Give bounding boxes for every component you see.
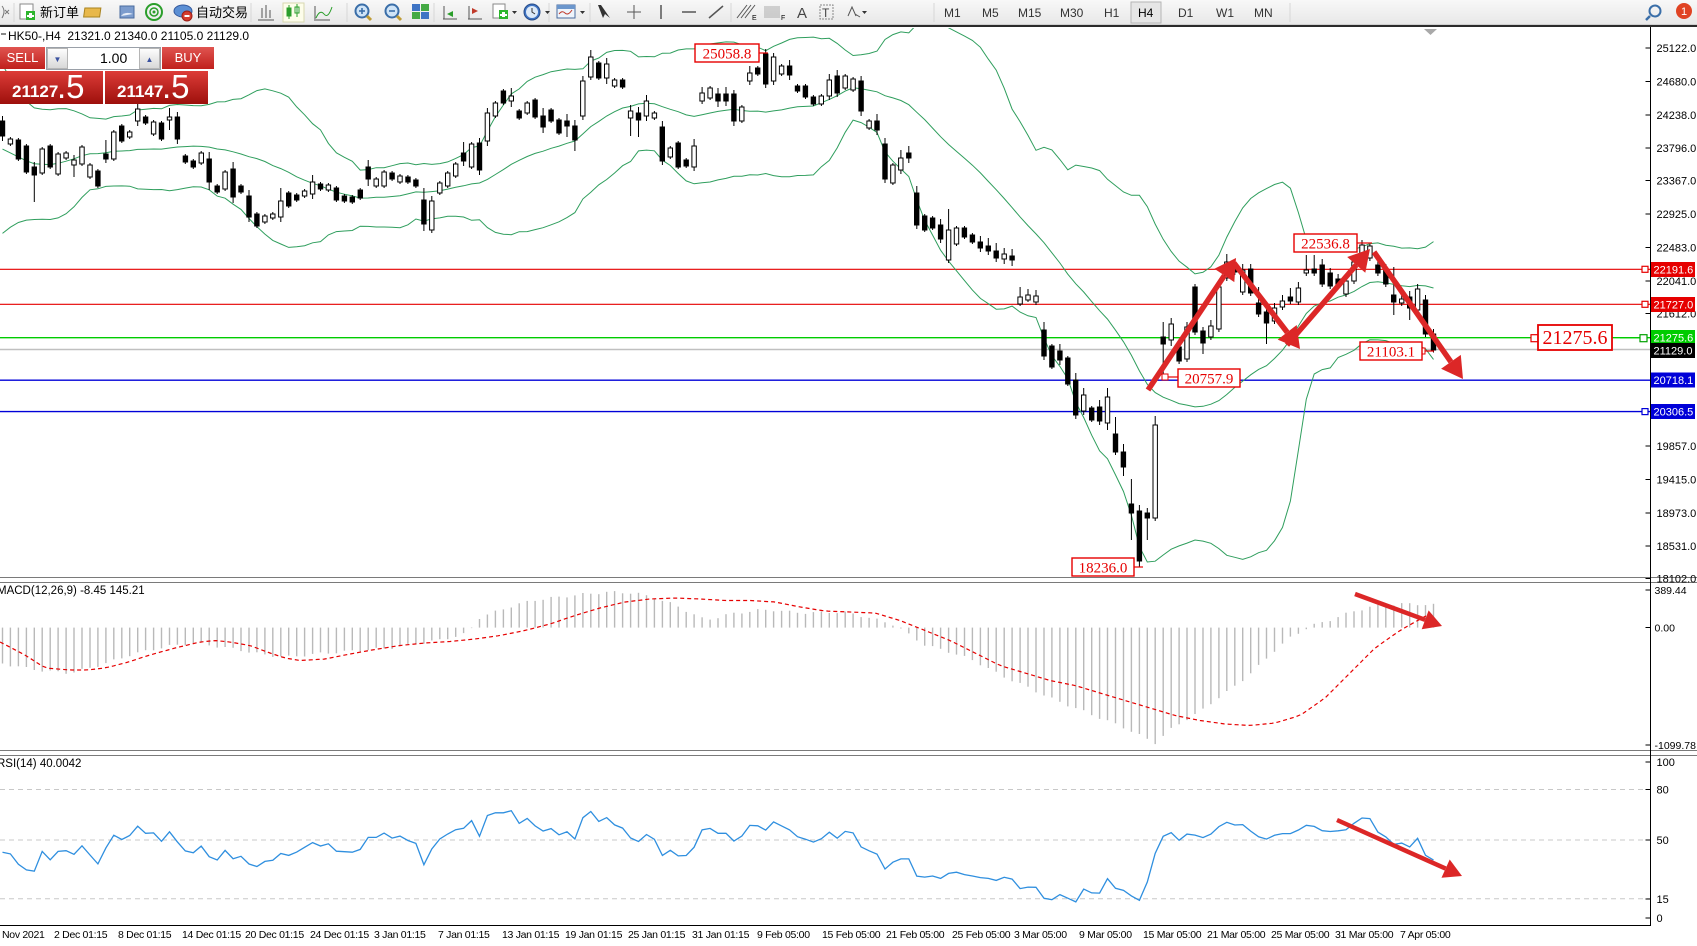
- svg-text:18973.0: 18973.0: [1657, 508, 1697, 520]
- svg-text:21 Feb 05:00: 21 Feb 05:00: [886, 929, 945, 941]
- svg-text:自动交易: 自动交易: [196, 5, 248, 20]
- svg-text:24 Dec 01:15: 24 Dec 01:15: [310, 929, 369, 941]
- svg-text:21275.6: 21275.6: [1543, 327, 1608, 349]
- svg-text:RSI(14) 40.0042: RSI(14) 40.0042: [0, 758, 81, 770]
- svg-text:13 Jan 01:15: 13 Jan 01:15: [502, 929, 560, 941]
- svg-text:21129.0: 21129.0: [1654, 345, 1693, 357]
- svg-text:24680.0: 24680.0: [1657, 76, 1697, 88]
- svg-text:2 Dec 01:15: 2 Dec 01:15: [54, 929, 108, 941]
- svg-text:31 Mar 05:00: 31 Mar 05:00: [1335, 929, 1394, 941]
- svg-text:0: 0: [1657, 913, 1663, 925]
- svg-text:20757.9: 20757.9: [1185, 371, 1234, 387]
- svg-text:19857.0: 19857.0: [1657, 441, 1697, 453]
- svg-text:100: 100: [1657, 757, 1675, 769]
- svg-text:3 Mar 05:00: 3 Mar 05:00: [1014, 929, 1067, 941]
- svg-text:0.00: 0.00: [1655, 623, 1676, 635]
- svg-text:15 Mar 05:00: 15 Mar 05:00: [1143, 929, 1202, 941]
- svg-text:25058.8: 25058.8: [703, 46, 752, 62]
- svg-text:22041.0: 22041.0: [1657, 276, 1697, 288]
- svg-text:M15: M15: [1018, 6, 1042, 20]
- svg-text:21 Mar 05:00: 21 Mar 05:00: [1207, 929, 1266, 941]
- svg-text:25122.0: 25122.0: [1657, 43, 1697, 55]
- svg-text:20718.1: 20718.1: [1654, 375, 1694, 387]
- svg-text:25 Mar 05:00: 25 Mar 05:00: [1271, 929, 1330, 941]
- svg-text:389.44: 389.44: [1655, 585, 1687, 597]
- svg-text:H1: H1: [1104, 6, 1120, 20]
- svg-text:80: 80: [1657, 785, 1669, 797]
- svg-text:18236.0: 18236.0: [1079, 560, 1128, 576]
- svg-text:25 Jan 01:15: 25 Jan 01:15: [628, 929, 686, 941]
- svg-text:23796.0: 23796.0: [1657, 143, 1697, 155]
- svg-text:M30: M30: [1060, 6, 1084, 20]
- svg-text:31 Jan 01:15: 31 Jan 01:15: [692, 929, 750, 941]
- svg-text:新订单: 新订单: [40, 5, 79, 20]
- svg-text:A: A: [797, 5, 807, 22]
- svg-text:18531.0: 18531.0: [1657, 541, 1697, 553]
- svg-text:22536.8: 22536.8: [1301, 236, 1350, 252]
- svg-text:24238.0: 24238.0: [1657, 110, 1697, 122]
- svg-text:3 Jan 01:15: 3 Jan 01:15: [374, 929, 426, 941]
- svg-text:25 Feb 05:00: 25 Feb 05:00: [952, 929, 1011, 941]
- svg-text:21727.0: 21727.0: [1654, 299, 1694, 311]
- svg-text:1: 1: [1681, 6, 1687, 18]
- svg-text:MN: MN: [1254, 6, 1273, 20]
- svg-text:21103.1: 21103.1: [1367, 344, 1415, 360]
- svg-text:21275.6: 21275.6: [1654, 333, 1694, 345]
- svg-text:M5: M5: [982, 6, 999, 20]
- svg-text:T: T: [822, 6, 830, 20]
- svg-text:19 Jan 01:15: 19 Jan 01:15: [565, 929, 623, 941]
- svg-text:D1: D1: [1178, 6, 1194, 20]
- svg-text:18102.0: 18102.0: [1657, 574, 1697, 586]
- svg-text:22191.6: 22191.6: [1654, 264, 1694, 276]
- svg-text:9 Mar 05:00: 9 Mar 05:00: [1079, 929, 1132, 941]
- svg-text:H4: H4: [1138, 6, 1154, 20]
- svg-text:19415.0: 19415.0: [1657, 474, 1697, 486]
- svg-text:M1: M1: [944, 6, 961, 20]
- svg-text:9 Feb 05:00: 9 Feb 05:00: [757, 929, 810, 941]
- svg-text:F: F: [781, 15, 785, 22]
- svg-text:20 Dec 01:15: 20 Dec 01:15: [245, 929, 304, 941]
- svg-text:20306.5: 20306.5: [1654, 407, 1694, 419]
- svg-text:MACD(12,26,9) -8.45 145.21: MACD(12,26,9) -8.45 145.21: [0, 585, 145, 597]
- svg-text:22483.0: 22483.0: [1657, 243, 1697, 255]
- svg-text:15 Feb 05:00: 15 Feb 05:00: [822, 929, 881, 941]
- svg-text:23367.0: 23367.0: [1657, 176, 1697, 188]
- svg-text:E: E: [752, 15, 757, 22]
- svg-text:15: 15: [1657, 894, 1669, 906]
- svg-text:50: 50: [1657, 835, 1669, 847]
- svg-text:7 Apr 05:00: 7 Apr 05:00: [1400, 929, 1451, 941]
- svg-text:Nov 2021: Nov 2021: [2, 929, 45, 941]
- svg-text:22925.0: 22925.0: [1657, 209, 1697, 221]
- svg-text:7 Jan 01:15: 7 Jan 01:15: [438, 929, 490, 941]
- svg-text:W1: W1: [1216, 6, 1234, 20]
- svg-text:14 Dec 01:15: 14 Dec 01:15: [182, 929, 241, 941]
- svg-text:-1099.78: -1099.78: [1655, 740, 1697, 752]
- svg-text:8 Dec 01:15: 8 Dec 01:15: [118, 929, 172, 941]
